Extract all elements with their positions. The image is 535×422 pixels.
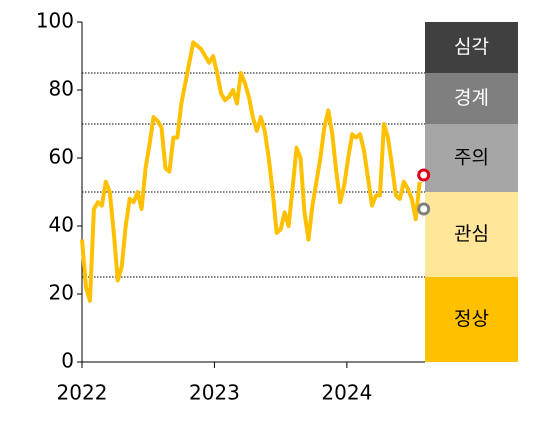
zone-band [425,124,518,192]
marker [417,202,431,216]
y-tick-label: 100 [36,9,74,33]
line-series [80,40,422,303]
zone-label: 경계 [454,87,489,109]
y-tick-label: 60 [49,145,74,169]
zone-band [425,22,518,73]
x-tick-label: 2022 [57,381,108,405]
zone-band [425,192,518,277]
y-tick-label: 0 [61,349,74,373]
y-tick-label: 80 [49,77,74,101]
y-tick-label: 20 [49,281,74,305]
zone-label: 주의 [454,147,489,169]
zone-band [425,73,518,124]
zone-label: 심각 [454,36,489,58]
marker [417,168,431,182]
x-tick-label: 2023 [189,381,240,405]
zone-band [425,277,518,362]
x-tick-label: 2024 [321,381,372,405]
y-tick-label: 40 [49,213,74,237]
zone-label: 정상 [454,308,489,330]
zone-label: 관심 [454,223,489,245]
